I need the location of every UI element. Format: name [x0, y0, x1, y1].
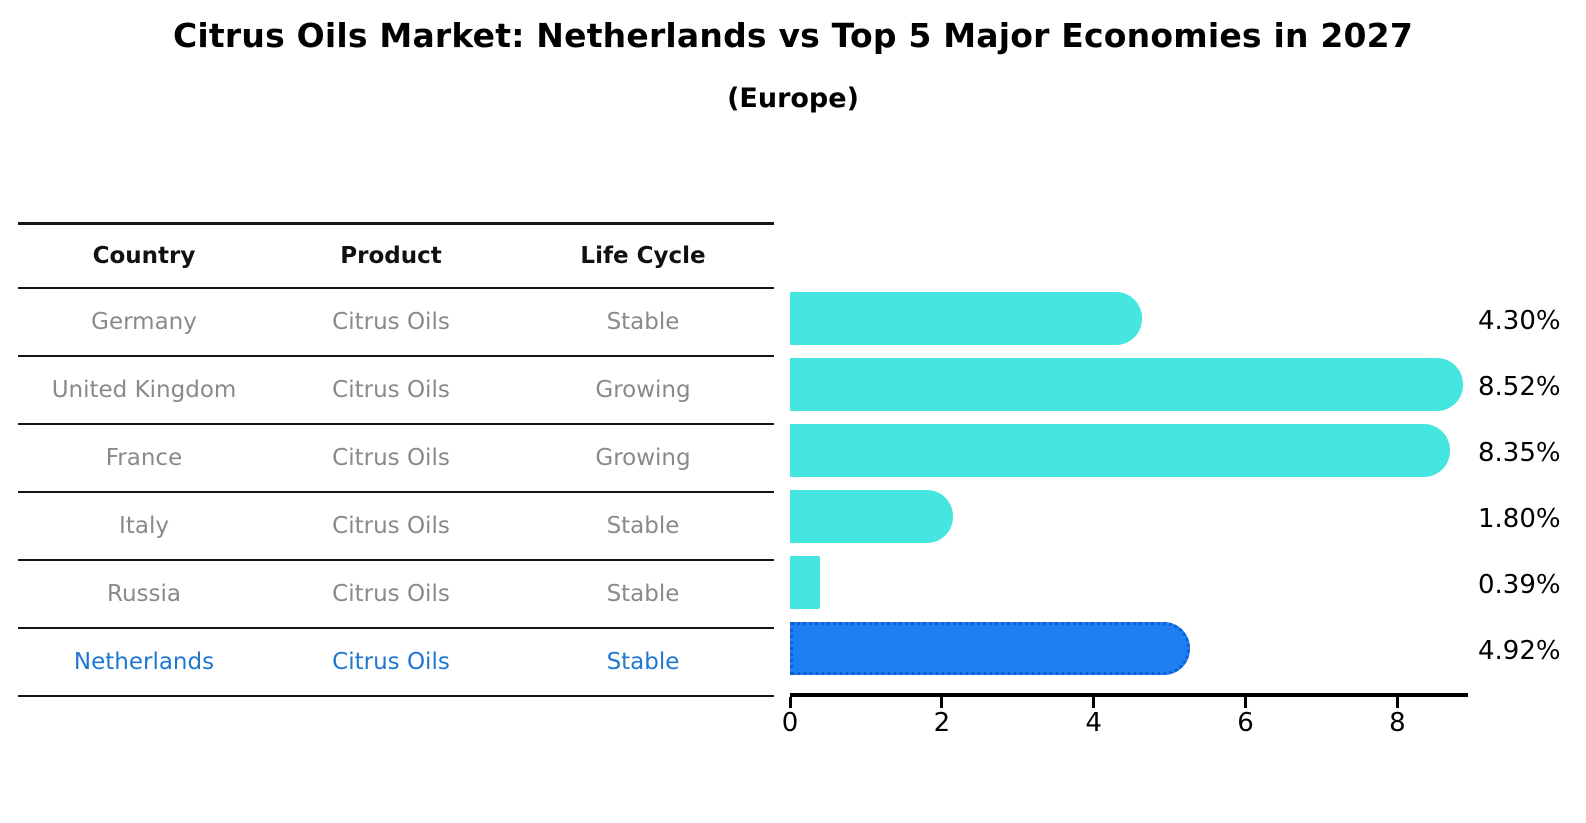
bar-row: [790, 484, 1468, 550]
value-labels: 4.30% 8.52% 8.35% 1.80% 0.39% 4.92%: [1478, 286, 1586, 682]
x-axis-line: [790, 693, 1468, 697]
value-label: 1.80%: [1478, 504, 1561, 534]
bar-italy: [790, 490, 953, 543]
column-header-life-cycle: Life Cycle: [580, 243, 706, 269]
chart-title: Citrus Oils Market: Netherlands vs Top 5…: [173, 16, 1413, 55]
x-axis-tick: [940, 697, 944, 708]
bar-row: [790, 418, 1468, 484]
bar-united-kingdom: [790, 358, 1463, 411]
table-row: Germany Citrus Oils Stable: [18, 289, 774, 357]
x-axis-tick-label: 2: [933, 708, 951, 738]
bar-row: [790, 550, 1468, 616]
x-axis-tick-label: 0: [781, 708, 799, 738]
chart-subtitle: (Europe): [727, 83, 859, 114]
table-cell-country: Germany: [91, 309, 197, 335]
table-cell-life-cycle: Growing: [595, 445, 691, 471]
x-axis-tick: [1092, 697, 1096, 708]
table-cell-country: Russia: [107, 581, 181, 607]
x-axis-tick: [788, 697, 792, 708]
table-cell-life-cycle: Stable: [606, 649, 680, 675]
table-cell-product: Citrus Oils: [332, 649, 450, 675]
x-axis-tick-label: 6: [1237, 708, 1254, 738]
table-cell-product: Citrus Oils: [332, 377, 450, 403]
value-label: 4.92%: [1478, 636, 1561, 666]
x-axis-tick: [1395, 697, 1399, 708]
bar-netherlands-highlight: [790, 622, 1190, 675]
x-axis-tick-label: 8: [1389, 708, 1406, 738]
bar-germany: [790, 292, 1142, 345]
bar-row: [790, 616, 1468, 682]
x-axis-tick-label: 4: [1085, 708, 1102, 738]
bar-france: [790, 424, 1450, 477]
table-cell-country: Netherlands: [73, 649, 215, 675]
table-row: Netherlands Citrus Oils Stable: [18, 629, 774, 697]
bar-row: [790, 352, 1468, 418]
table-row: Italy Citrus Oils Stable: [18, 493, 774, 561]
bar-chart: [790, 286, 1468, 682]
table-cell-life-cycle: Stable: [606, 581, 680, 607]
table-cell-product: Citrus Oils: [332, 309, 450, 335]
value-label: 4.30%: [1478, 306, 1561, 336]
table-cell-product: Citrus Oils: [332, 513, 450, 539]
table-cell-life-cycle: Stable: [606, 513, 680, 539]
table-body: Germany Citrus Oils Stable United Kingdom Ci…: [18, 289, 774, 697]
table-cell-life-cycle: Stable: [606, 309, 680, 335]
table-cell-life-cycle: Growing: [595, 377, 691, 403]
table-cell-product: Citrus Oils: [332, 445, 450, 471]
table-cell-product: Citrus Oils: [332, 581, 450, 607]
value-label: 0.39%: [1478, 570, 1561, 600]
table-row: Russia Citrus Oils Stable: [18, 561, 774, 629]
table-cell-country: United Kingdom: [51, 377, 237, 403]
table-row: France Citrus Oils Growing: [18, 425, 774, 493]
country-table: Country Product Life Cycle Germany Citrus…: [18, 222, 774, 697]
column-header-product: Product: [340, 243, 442, 269]
bar-row: [790, 286, 1468, 352]
bar-russia: [790, 556, 820, 609]
table-header-row: Country Product Life Cycle: [18, 225, 774, 289]
table-cell-country: Italy: [119, 513, 169, 539]
x-axis-tick: [1244, 697, 1248, 708]
table-row: United Kingdom Citrus Oils Growing: [18, 357, 774, 425]
value-label: 8.35%: [1478, 438, 1561, 468]
column-header-country: Country: [92, 243, 196, 269]
table-cell-country: France: [105, 445, 183, 471]
value-label: 8.52%: [1478, 372, 1561, 402]
